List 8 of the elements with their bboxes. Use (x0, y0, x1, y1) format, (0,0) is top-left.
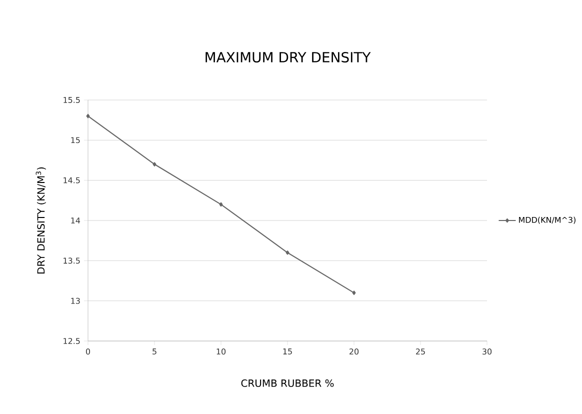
point (86, 114, 90, 118)
point (286, 250, 290, 255)
chart-title: MAXIMUM DRY DENSITY (206, 52, 371, 63)
point (352, 290, 356, 295)
point (152, 162, 156, 166)
y-axis-title: DRY DENSITY (KN/M$^{3}$) (36, 167, 46, 274)
point (219, 202, 223, 207)
x-axis-title: CRUMB RUBBER % (241, 379, 334, 387)
